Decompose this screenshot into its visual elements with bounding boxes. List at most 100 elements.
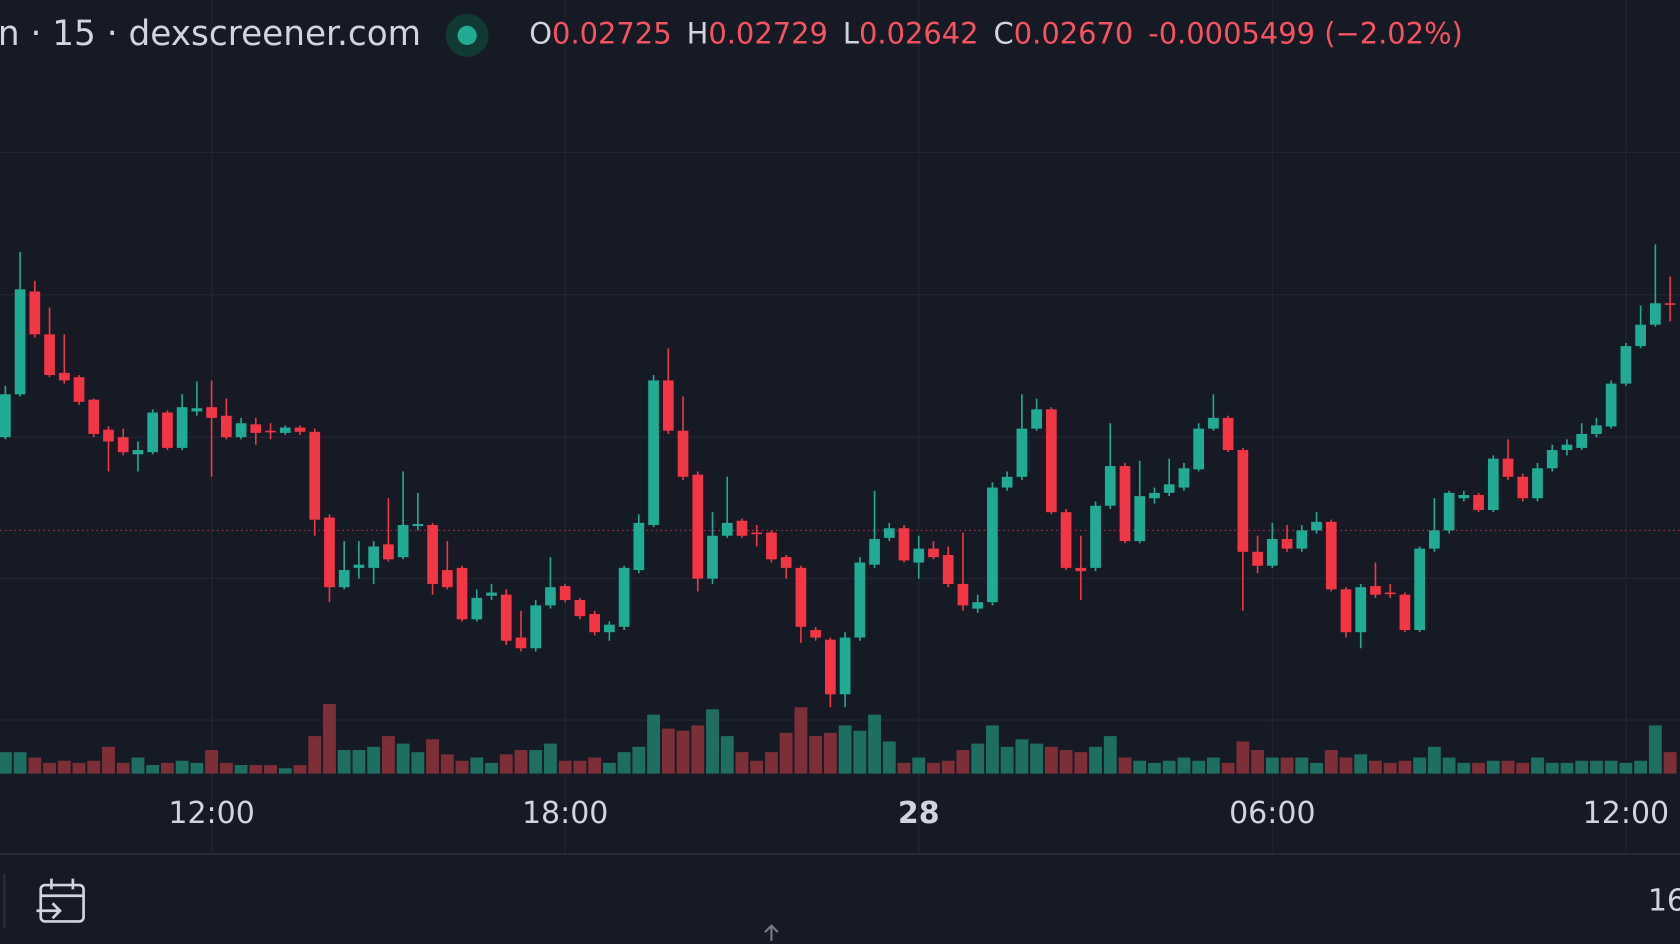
volume-bar xyxy=(868,714,881,774)
volume-bar xyxy=(912,757,926,774)
volume-bar xyxy=(1472,762,1485,774)
volume-bar xyxy=(1059,750,1073,774)
volume-bar xyxy=(809,736,823,774)
volume-bar xyxy=(146,765,160,774)
candle-body xyxy=(633,522,645,571)
candle-body xyxy=(1325,521,1337,590)
volume-bar xyxy=(602,762,616,774)
candle-body xyxy=(648,380,659,526)
volume-bar xyxy=(219,762,233,774)
legend-key: O xyxy=(529,16,552,50)
volume-bar xyxy=(205,750,219,774)
candle-body xyxy=(530,605,542,649)
x-tick-label: 12:00 xyxy=(1583,796,1669,831)
volume-bar xyxy=(190,762,204,774)
candle-body xyxy=(427,525,438,584)
candle-body xyxy=(1134,496,1146,542)
volume-bar xyxy=(720,736,734,774)
scroll-arrow[interactable] xyxy=(764,924,779,941)
candle-body xyxy=(441,570,453,588)
candle-body xyxy=(338,570,350,588)
candle-body xyxy=(1266,538,1278,566)
candle-body xyxy=(751,532,763,535)
candle-body xyxy=(1208,417,1219,429)
volume-bar xyxy=(72,762,86,774)
volume-bar xyxy=(1177,757,1191,774)
x-tick-label: 18:00 xyxy=(522,796,608,831)
volume-bar xyxy=(1044,746,1058,774)
volume-bar xyxy=(779,732,793,774)
volume-bar xyxy=(1324,750,1338,774)
volume-bar xyxy=(1000,746,1014,774)
candle-body xyxy=(206,407,217,418)
volume-bar xyxy=(1398,760,1412,774)
volume-bar xyxy=(750,760,764,774)
volume-bar xyxy=(470,757,484,774)
legend-key: C xyxy=(994,16,1014,50)
volume-bar xyxy=(558,760,572,774)
volume-bar xyxy=(13,752,27,774)
candle-body xyxy=(972,602,984,609)
calendar-icon[interactable] xyxy=(39,883,85,923)
candle-body xyxy=(957,583,969,606)
candle-body xyxy=(265,430,276,433)
volume-bar xyxy=(1663,752,1677,774)
candle-body xyxy=(1487,458,1499,511)
volume-bar xyxy=(1427,746,1441,774)
volume-bar xyxy=(278,768,292,774)
volume-bar xyxy=(971,743,985,774)
legend-value: 0.02729 xyxy=(708,16,828,50)
candle-body xyxy=(928,548,939,558)
volume-bar xyxy=(1486,760,1500,774)
candle-body xyxy=(1370,586,1381,595)
volume-bar xyxy=(1295,757,1309,774)
volume-bar xyxy=(882,741,896,774)
candle-body xyxy=(235,423,247,438)
status-dot xyxy=(457,25,477,46)
volume-bar xyxy=(411,752,425,774)
candle-body xyxy=(1252,551,1263,566)
volume-bar xyxy=(1251,750,1265,774)
candle-body xyxy=(1296,530,1308,549)
volume-bar xyxy=(853,730,867,774)
volume-bar xyxy=(0,752,12,774)
volume-bar xyxy=(676,730,690,774)
volume-bar xyxy=(57,760,71,774)
candle-body xyxy=(1591,425,1602,434)
candle-body xyxy=(1178,468,1190,488)
candle-body xyxy=(1664,303,1676,305)
candle-body xyxy=(294,427,306,432)
candle-body xyxy=(117,437,129,453)
candle-body xyxy=(132,450,144,455)
volume-bar xyxy=(823,732,837,774)
calendar-icon[interactable] xyxy=(36,902,62,920)
candle-body xyxy=(1429,530,1440,549)
volume-bar xyxy=(544,743,557,774)
candle-body xyxy=(147,412,159,453)
candle-body xyxy=(795,567,807,627)
volume-bar xyxy=(661,728,675,774)
candle-body xyxy=(825,639,836,695)
candle-body xyxy=(1001,476,1013,488)
candle-body xyxy=(545,587,556,606)
legend-key: H xyxy=(687,16,709,50)
candle-body xyxy=(1384,592,1396,595)
date-range-button[interactable] xyxy=(36,878,85,923)
x-tick-label: 06:00 xyxy=(1229,796,1315,831)
volume-bar xyxy=(838,725,852,774)
candle-body xyxy=(1355,587,1367,633)
candle-body xyxy=(677,430,689,477)
volume-bar xyxy=(691,725,705,774)
candle-body xyxy=(766,532,777,560)
candle-body xyxy=(456,567,468,620)
volume-bar xyxy=(293,765,307,774)
volume-bar xyxy=(1015,739,1029,774)
volume-bar xyxy=(1531,757,1544,774)
candle-body xyxy=(1650,303,1661,325)
volume-bar xyxy=(1192,760,1206,774)
volume-bar xyxy=(1634,760,1648,774)
candle-body xyxy=(810,630,821,638)
volume-bar xyxy=(927,762,940,774)
volume-bar xyxy=(43,762,56,774)
candle-body xyxy=(942,555,954,584)
